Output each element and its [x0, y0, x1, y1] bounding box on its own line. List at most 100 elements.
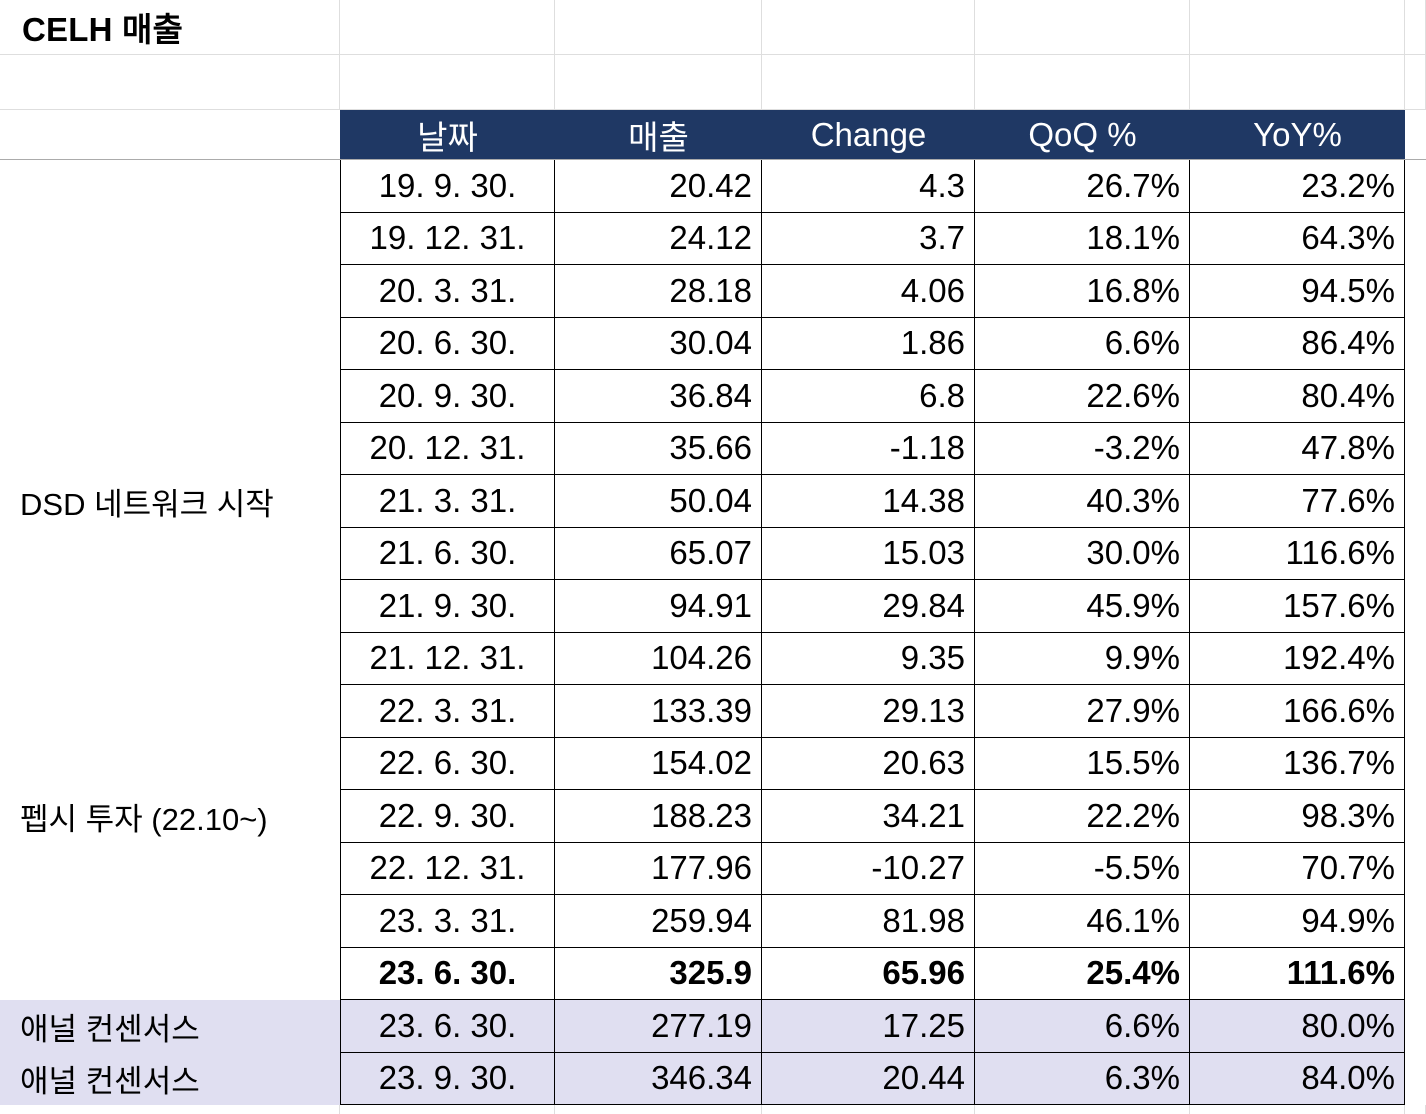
date-cell[interactable]: 23. 6. 30. — [340, 947, 555, 1000]
change-cell[interactable]: 17.25 — [762, 1000, 975, 1053]
date-cell[interactable]: 22. 6. 30. — [340, 737, 555, 790]
date-cell[interactable]: 21. 12. 31. — [340, 632, 555, 685]
qoq-cell[interactable]: 45.9% — [975, 580, 1190, 633]
date-cell[interactable]: 21. 9. 30. — [340, 580, 555, 633]
row-annotation-cell[interactable] — [0, 160, 340, 213]
col-header-change[interactable]: Change — [762, 110, 975, 160]
qoq-cell[interactable]: 22.2% — [975, 790, 1190, 843]
empty-cell[interactable] — [1405, 947, 1426, 1000]
empty-cell[interactable] — [1405, 265, 1426, 318]
change-cell[interactable]: 9.35 — [762, 632, 975, 685]
date-cell[interactable]: 20. 3. 31. — [340, 265, 555, 318]
yoy-cell[interactable]: 70.7% — [1190, 842, 1405, 895]
row-annotation-cell[interactable] — [0, 212, 340, 265]
row-annotation-cell[interactable]: 애널 컨센서스 — [0, 1052, 340, 1105]
yoy-cell[interactable]: 98.3% — [1190, 790, 1405, 843]
col-header-yoy[interactable]: YoY% — [1190, 110, 1405, 160]
empty-cell[interactable] — [0, 110, 340, 160]
date-cell[interactable]: 20. 12. 31. — [340, 422, 555, 475]
yoy-cell[interactable]: 80.0% — [1190, 1000, 1405, 1053]
yoy-cell[interactable]: 94.5% — [1190, 265, 1405, 318]
change-cell[interactable]: 29.13 — [762, 685, 975, 738]
row-annotation-cell[interactable] — [0, 737, 340, 790]
yoy-cell[interactable]: 64.3% — [1190, 212, 1405, 265]
yoy-cell[interactable]: 192.4% — [1190, 632, 1405, 685]
empty-cell[interactable] — [1405, 842, 1426, 895]
col-header-revenue[interactable]: 매출 — [555, 110, 762, 160]
empty-cell[interactable] — [1405, 685, 1426, 738]
row-annotation-cell[interactable] — [0, 947, 340, 1000]
date-cell[interactable]: 22. 3. 31. — [340, 685, 555, 738]
revenue-cell[interactable]: 133.39 — [555, 685, 762, 738]
row-annotation-cell[interactable] — [0, 632, 340, 685]
qoq-cell[interactable]: 25.4% — [975, 947, 1190, 1000]
qoq-cell[interactable]: 26.7% — [975, 160, 1190, 213]
change-cell[interactable]: 6.8 — [762, 370, 975, 423]
change-cell[interactable]: 81.98 — [762, 895, 975, 948]
qoq-cell[interactable]: 22.6% — [975, 370, 1190, 423]
empty-cell[interactable] — [975, 0, 1190, 55]
date-cell[interactable]: 20. 6. 30. — [340, 317, 555, 370]
change-cell[interactable]: 20.63 — [762, 737, 975, 790]
change-cell[interactable]: 4.3 — [762, 160, 975, 213]
empty-cell[interactable] — [1405, 1000, 1426, 1053]
revenue-cell[interactable]: 277.19 — [555, 1000, 762, 1053]
yoy-cell[interactable]: 80.4% — [1190, 370, 1405, 423]
empty-cell[interactable] — [555, 0, 762, 55]
yoy-cell[interactable]: 86.4% — [1190, 317, 1405, 370]
qoq-cell[interactable]: -5.5% — [975, 842, 1190, 895]
empty-cell[interactable] — [1405, 422, 1426, 475]
row-annotation-cell[interactable] — [0, 422, 340, 475]
empty-cell[interactable] — [762, 55, 975, 110]
revenue-cell[interactable]: 50.04 — [555, 475, 762, 528]
col-header-date[interactable]: 날짜 — [340, 110, 555, 160]
change-cell[interactable]: -1.18 — [762, 422, 975, 475]
empty-cell[interactable] — [1405, 527, 1426, 580]
date-cell[interactable]: 23. 6. 30. — [340, 1000, 555, 1053]
yoy-cell[interactable]: 23.2% — [1190, 160, 1405, 213]
row-annotation-cell[interactable]: 애널 컨센서스 — [0, 1000, 340, 1053]
row-annotation-cell[interactable]: 펩시 투자 (22.10~) — [0, 790, 340, 843]
empty-cell[interactable] — [0, 55, 340, 110]
empty-cell[interactable] — [1405, 160, 1426, 213]
revenue-cell[interactable]: 35.66 — [555, 422, 762, 475]
change-cell[interactable]: 15.03 — [762, 527, 975, 580]
yoy-cell[interactable]: 116.6% — [1190, 527, 1405, 580]
revenue-cell[interactable]: 259.94 — [555, 895, 762, 948]
revenue-cell[interactable]: 177.96 — [555, 842, 762, 895]
revenue-cell[interactable]: 65.07 — [555, 527, 762, 580]
revenue-cell[interactable]: 154.02 — [555, 737, 762, 790]
revenue-cell[interactable]: 28.18 — [555, 265, 762, 318]
yoy-cell[interactable]: 77.6% — [1190, 475, 1405, 528]
yoy-cell[interactable]: 136.7% — [1190, 737, 1405, 790]
yoy-cell[interactable]: 157.6% — [1190, 580, 1405, 633]
yoy-cell[interactable]: 166.6% — [1190, 685, 1405, 738]
qoq-cell[interactable]: 40.3% — [975, 475, 1190, 528]
row-annotation-cell[interactable] — [0, 265, 340, 318]
qoq-cell[interactable]: 18.1% — [975, 212, 1190, 265]
qoq-cell[interactable]: 9.9% — [975, 632, 1190, 685]
change-cell[interactable]: 34.21 — [762, 790, 975, 843]
empty-cell[interactable] — [1405, 790, 1426, 843]
row-annotation-cell[interactable] — [0, 317, 340, 370]
revenue-cell[interactable]: 94.91 — [555, 580, 762, 633]
empty-cell[interactable] — [555, 55, 762, 110]
empty-cell[interactable] — [1405, 212, 1426, 265]
qoq-cell[interactable]: 30.0% — [975, 527, 1190, 580]
qoq-cell[interactable]: 46.1% — [975, 895, 1190, 948]
row-annotation-cell[interactable]: DSD 네트워크 시작 — [0, 475, 340, 528]
row-annotation-cell[interactable] — [0, 370, 340, 423]
revenue-cell[interactable]: 30.04 — [555, 317, 762, 370]
revenue-cell[interactable]: 24.12 — [555, 212, 762, 265]
change-cell[interactable]: 3.7 — [762, 212, 975, 265]
empty-cell[interactable] — [975, 55, 1190, 110]
qoq-cell[interactable]: -3.2% — [975, 422, 1190, 475]
row-annotation-cell[interactable] — [0, 527, 340, 580]
empty-cell[interactable] — [1190, 0, 1405, 55]
qoq-cell[interactable]: 27.9% — [975, 685, 1190, 738]
change-cell[interactable]: 14.38 — [762, 475, 975, 528]
sheet-title[interactable]: CELH 매출 — [0, 0, 340, 55]
yoy-cell[interactable]: 94.9% — [1190, 895, 1405, 948]
empty-cell[interactable] — [762, 0, 975, 55]
date-cell[interactable]: 21. 6. 30. — [340, 527, 555, 580]
